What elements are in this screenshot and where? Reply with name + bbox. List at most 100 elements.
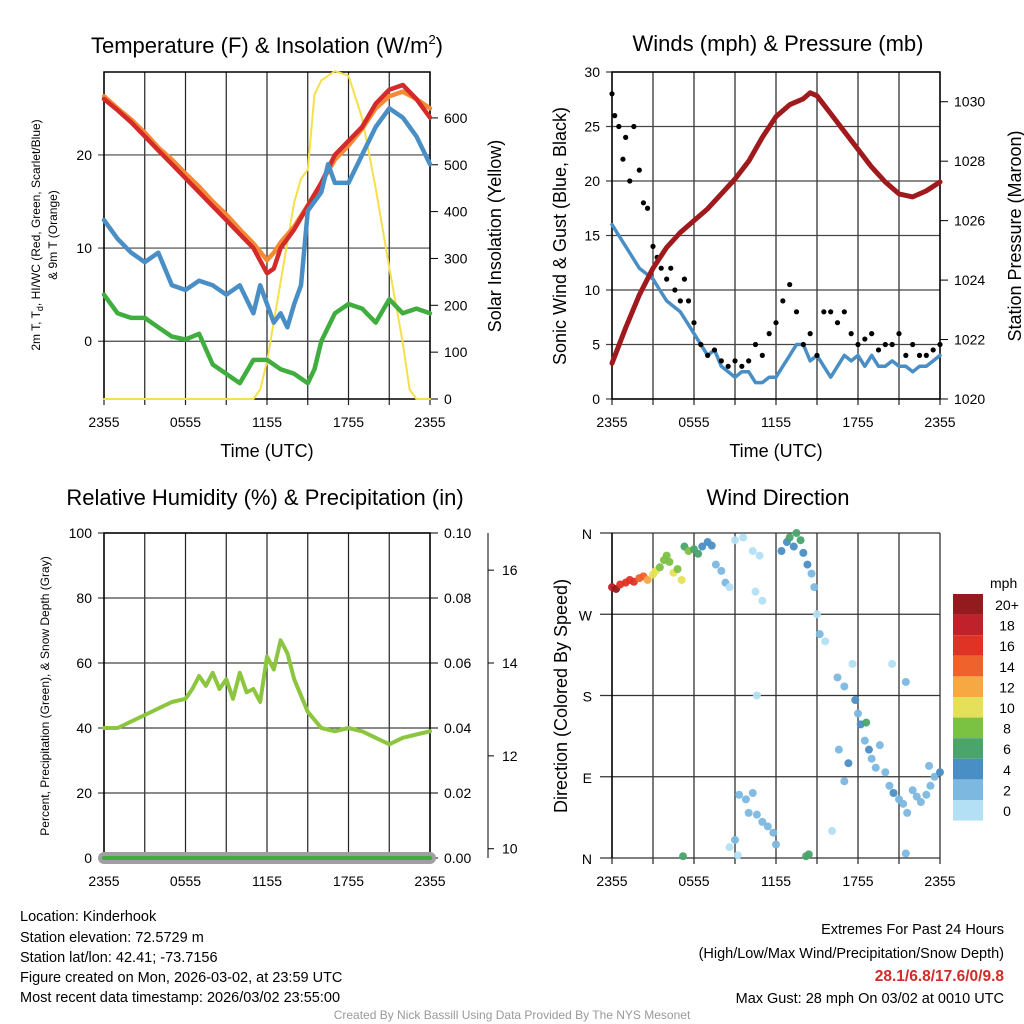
series-line-sonic-wind [610,222,942,385]
snow-tick-label: 12 [502,748,518,764]
x-tick-label: 2355 [414,414,445,430]
direction-point [752,810,761,819]
gust-point [910,341,916,348]
series-line-dew-point [101,292,433,386]
wind-panel-title: Winds (mph) & Pressure (mb) [633,31,924,56]
speed-legend: mph 20+ 18 16 14 12 10 8 6 4 2 0 [953,575,1019,821]
y2-tick-label: 400 [444,204,468,220]
direction-point [908,786,917,795]
y2-tick-label: 200 [444,297,468,313]
direction-point [860,736,869,745]
x-tick-label: 1755 [842,873,873,889]
y-tick-label: S [583,689,592,705]
series-line-relative-humidity [102,638,432,747]
series-line-station-pressure [609,90,943,366]
gust-point [896,331,902,337]
direction-point [901,849,910,858]
direction-point [936,768,944,777]
direction-point [807,569,816,578]
wind-ylabel: Sonic Wind & Gust (Blue, Black) [550,107,570,365]
legend-label: 8 [1003,721,1011,737]
direction-point [741,795,750,804]
y-tick-label: 0 [84,850,92,866]
y-tick-label: 0 [84,333,92,349]
temp-y2label: Solar Insolation (Yellow) [485,140,505,332]
winds-panel: 2355 0555 1155 1755 2355 0 5 10 15 20 25 30 1020 1022… [584,64,985,430]
direction-point [731,835,739,844]
recent-data-text: Most recent data timestamp: 2026/03/02 2… [20,990,340,1006]
gust-point [640,200,647,206]
direction-point [707,541,716,550]
direction-point [804,850,813,859]
y-tick-label: 20 [584,173,600,189]
snow-tick-label: 10 [502,841,518,857]
gust-point [616,123,622,130]
legend-swatch [953,738,983,759]
extremes-title: Extremes For Past 24 Hours [821,922,1004,938]
direction-point [871,763,880,772]
direction-point [815,630,824,639]
gust-point [759,352,765,358]
direction-point [799,548,808,557]
extremes-values: 28.1/6.8/17.6/0/9.8 [875,968,1005,985]
gust-point [752,341,759,348]
gust-point [773,320,779,326]
gust-point [889,341,895,348]
direction-point [864,745,873,754]
gust-point [698,341,704,348]
x-tick-label: 0555 [678,414,709,430]
gust-point [875,347,882,353]
legend-label: 0 [1003,803,1011,819]
gust-point [732,358,738,364]
gust-point [800,341,806,348]
legend-swatch [953,614,983,636]
direction-point [739,533,748,542]
direction-point [665,557,674,566]
direction-point [925,761,934,770]
gust-point [718,358,724,364]
direction-point [758,817,767,826]
legend-swatch [953,779,983,800]
y-tick-label: 10 [76,240,92,256]
direction-point [926,781,935,790]
y2-tick-label: 1028 [954,153,985,169]
direction-point [881,768,890,777]
legend-swatch [953,758,983,780]
direction-panel-title: Wind Direction [706,485,849,510]
y2-tick-label: 100 [444,344,468,360]
direction-point [813,610,821,619]
temp-xlabel: Time (UTC) [220,441,313,461]
y-tick-label: E [583,770,592,786]
gust-point [620,156,626,162]
x-tick-label: 2355 [924,414,955,430]
y-tick-label: 60 [76,655,92,671]
x-tick-label: 0555 [170,873,201,889]
y2-tick-label: 1026 [954,213,985,229]
gust-point [937,341,943,348]
y2-tick-label: 0 [444,391,452,407]
direction-point [763,822,772,831]
direction-point [748,789,757,797]
gust-point [677,298,683,304]
credit-text: Created By Nick Bassill Using Data Provi… [334,1008,691,1022]
y-tick-label: W [579,607,593,623]
rh-panel-title: Relative Humidity (%) & Precipitation (i… [66,485,463,510]
x-tick-label: 1755 [842,414,873,430]
gust-point [793,309,800,315]
x-tick-label: 0555 [678,873,709,889]
direction-point [885,781,894,790]
gust-point [746,358,752,364]
direction-point [733,851,742,860]
x-tick-label: 2355 [596,414,627,430]
direction-point [901,677,910,686]
direction-point [717,566,726,575]
y2-tick-label: 500 [444,157,468,173]
y-tick-label: 40 [76,720,92,736]
direction-point [655,563,664,572]
legend-swatch [953,635,983,656]
direction-point [662,551,671,560]
wind-y2label: Station Pressure (Maroon) [1005,130,1024,341]
y2-tick-label: 0.10 [444,525,471,541]
gust-point [725,363,731,369]
